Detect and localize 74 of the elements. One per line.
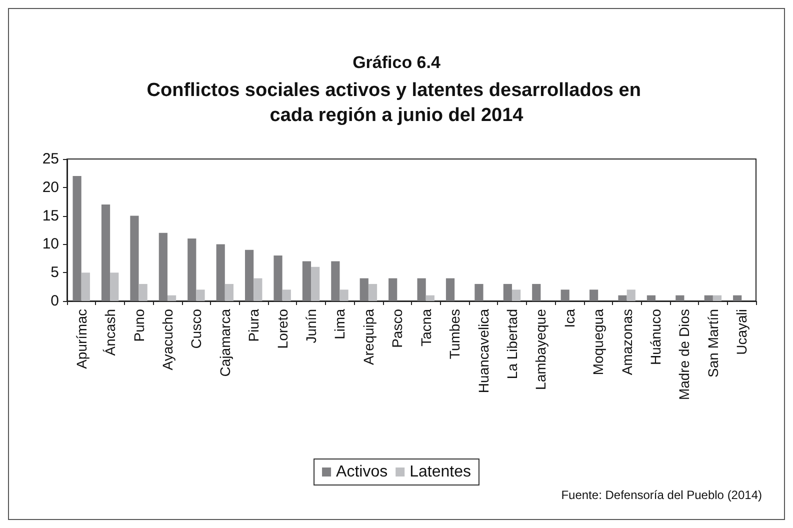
x-tick-label: Lambayeque — [532, 308, 549, 390]
x-tick-label: Tacna — [418, 308, 434, 346]
y-tick-label: 5 — [50, 264, 59, 282]
bar — [196, 290, 205, 301]
bar — [733, 295, 742, 301]
bar — [340, 290, 348, 301]
x-tick-label: Madre de Dios — [676, 309, 692, 400]
bar — [101, 204, 110, 301]
bar — [282, 290, 291, 301]
y-tick-label: 10 — [42, 236, 59, 253]
bar — [188, 238, 196, 301]
x-tick-label: Arequipa — [360, 308, 376, 366]
bar — [81, 272, 90, 301]
x-tick-label: Lima — [332, 308, 348, 340]
bar — [426, 295, 434, 301]
legend-label: Latentes — [410, 464, 471, 480]
x-tick-label: Pasco — [389, 308, 406, 348]
bar — [311, 266, 320, 301]
x-tick-label: Huánuco — [648, 308, 664, 366]
bar — [618, 295, 627, 301]
bar — [532, 284, 541, 301]
bar — [626, 290, 636, 301]
x-tick-label: San Martín — [704, 309, 721, 378]
x-tick-label: Piura — [246, 308, 262, 342]
bar — [512, 290, 521, 301]
bar — [331, 261, 340, 301]
source-note: Fuente: Defensoría del Pueblo (2014) — [561, 488, 762, 502]
y-tick-label: 15 — [42, 207, 59, 224]
x-tick-label: Junín — [303, 309, 320, 344]
chart-title: Gráfico 6.4 — [352, 53, 441, 72]
bar — [646, 295, 656, 301]
x-tick-label: Ayacucho — [159, 308, 176, 370]
bar — [474, 284, 484, 301]
bar — [302, 261, 312, 301]
legend-label: Activos — [336, 464, 388, 480]
bar — [254, 278, 262, 301]
chart-subtitle: Conflictos sociales activos y latentes desarrollados en cada región a junio del 2014 — [146, 80, 646, 126]
x-tick-label: Moquegua — [590, 308, 606, 376]
bar — [360, 278, 368, 301]
bar — [368, 284, 378, 301]
bar — [130, 216, 139, 301]
bar — [503, 284, 512, 301]
x-tick-label: Cajamarca — [216, 308, 233, 377]
y-tick-label: 0 — [50, 292, 59, 310]
bar — [158, 232, 168, 301]
bar — [224, 284, 234, 301]
x-tick-label: La Libertad — [504, 309, 520, 380]
x-tick-label: Áncash — [102, 309, 118, 356]
y-tick-label: 25 — [42, 150, 59, 168]
bar — [446, 278, 455, 301]
bar — [676, 295, 684, 301]
x-tick-label: Ucayali — [734, 309, 750, 355]
bar — [560, 290, 570, 301]
bar — [704, 295, 713, 301]
x-tick-label: Tumbes — [446, 309, 463, 360]
bar — [216, 244, 225, 301]
bar — [167, 295, 176, 301]
bar — [138, 284, 148, 301]
x-tick-label: Huancavelica — [475, 308, 492, 394]
x-tick-label: Loreto — [274, 308, 290, 349]
y-tick-label: 20 — [42, 178, 59, 196]
bar — [712, 295, 722, 301]
x-tick-label: Ica — [561, 308, 578, 328]
bar — [274, 256, 282, 301]
x-tick-label: Amazonas — [618, 309, 635, 376]
bar — [388, 278, 398, 301]
bar — [72, 176, 82, 301]
x-tick-label: Puno — [130, 308, 147, 342]
x-tick-label: Cusco — [188, 308, 204, 349]
x-tick-label: Apurímac — [73, 309, 90, 369]
bar — [110, 272, 119, 301]
bar — [244, 250, 254, 301]
bar — [417, 278, 426, 301]
bar — [589, 290, 598, 301]
